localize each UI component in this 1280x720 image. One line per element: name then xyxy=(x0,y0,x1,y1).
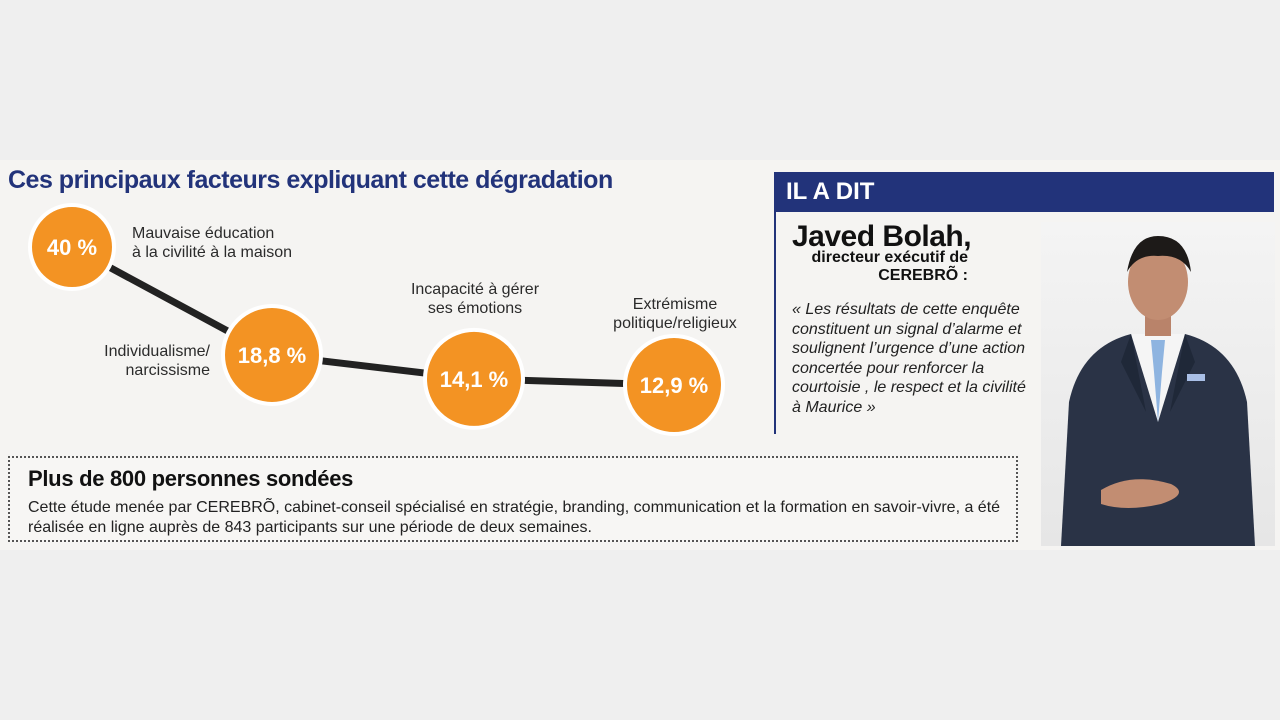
quote-role: directeur exécutif de CEREBRÕ : xyxy=(811,249,969,284)
category-label-0: Mauvaise éducation à la civilité à la ma… xyxy=(132,224,292,262)
category-label-2-line-2: ses émotions xyxy=(427,300,523,317)
category-label-0-line-1: Mauvaise éducation xyxy=(132,225,275,242)
portrait-photo-icon xyxy=(1041,222,1275,546)
value-label-1: 18,8 % xyxy=(238,343,307,368)
value-label-0: 40 % xyxy=(47,235,97,260)
value-label-3: 12,9 % xyxy=(640,373,709,398)
category-label-2: Incapacité à gérer ses émotions xyxy=(385,280,565,318)
category-label-3: Extrémisme politique/religieux xyxy=(590,295,760,333)
category-label-1: Individualisme/ narcissisme xyxy=(60,342,210,380)
survey-box: Plus de 800 personnes sondées Cette étud… xyxy=(8,456,1018,542)
survey-text: Cette étude menée par CEREBRÕ, cabinet-c… xyxy=(28,499,1001,536)
factors-chart: 40 % 18,8 % 14,1 % 12,9 % xyxy=(28,203,725,436)
quote-name: Javed Bolah, xyxy=(792,220,972,253)
value-bubble-3 xyxy=(623,334,725,436)
series-line xyxy=(70,243,675,389)
chart-title: Ces principaux facteurs expliquant cette… xyxy=(8,166,613,194)
quote-divider xyxy=(774,212,776,434)
quote-text: « Les résultats de cette enquête constit… xyxy=(792,301,1026,416)
category-label-3-line-2: politique/religieux xyxy=(613,315,737,332)
survey-heading: Plus de 800 personnes sondées xyxy=(28,466,354,491)
value-bubble-1 xyxy=(221,303,323,406)
category-label-0-line-2: à la civilité à la maison xyxy=(132,244,293,261)
value-label-2: 14,1 % xyxy=(440,367,509,392)
value-bubble-2 xyxy=(423,327,525,430)
category-label-3-line-1: Extrémisme xyxy=(632,296,718,313)
quote-header: IL A DIT xyxy=(774,172,1274,212)
category-label-2-line-1: Incapacité à gérer xyxy=(410,281,540,298)
category-label-1-line-2: narcissisme xyxy=(125,362,210,379)
category-label-1-line-1: Individualisme/ xyxy=(104,343,210,360)
value-bubble-0 xyxy=(28,203,116,291)
